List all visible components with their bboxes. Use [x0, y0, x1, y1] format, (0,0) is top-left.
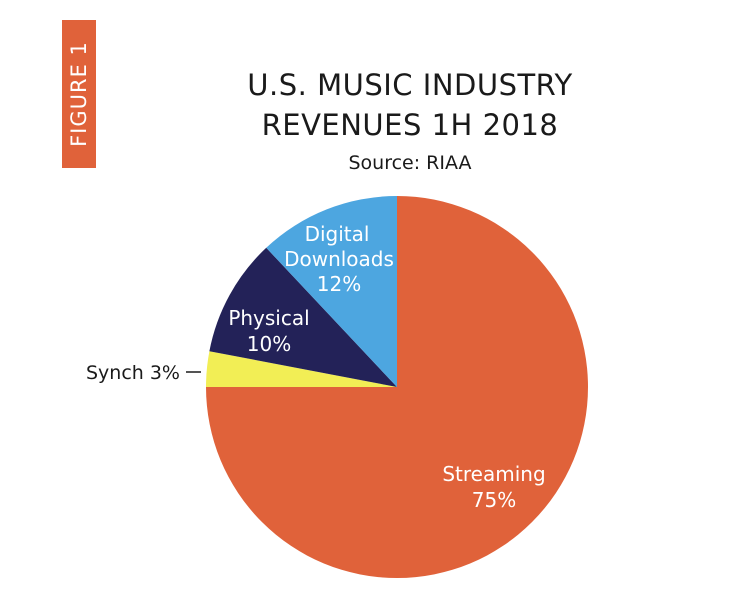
pie-slices	[206, 196, 588, 578]
chart-title-line-2: REVENUES 1H 2018	[261, 108, 559, 142]
pie-slice-physical	[209, 247, 397, 387]
synch-label: Synch 3%	[86, 362, 180, 384]
streaming-label: Streaming	[442, 462, 545, 486]
streaming-value: 75%	[472, 488, 516, 512]
physical-value: 10%	[247, 332, 291, 356]
slice-labels: Streaming 75% Digital Downloads 12% Phys…	[86, 222, 546, 512]
digital-downloads-value: 12%	[317, 272, 361, 296]
chart-title-line-1: U.S. MUSIC INDUSTRY	[247, 68, 573, 102]
figure-label-tab: FIGURE 1	[62, 20, 96, 168]
chart-subtitle: Source: RIAA	[348, 152, 472, 174]
pie-slice-synch	[206, 351, 397, 387]
physical-label: Physical	[228, 306, 309, 330]
digital-downloads-label-line-1: Digital	[305, 222, 370, 246]
pie-slice-digital-downloads	[266, 196, 397, 387]
digital-downloads-label-line-2: Downloads	[284, 247, 394, 271]
